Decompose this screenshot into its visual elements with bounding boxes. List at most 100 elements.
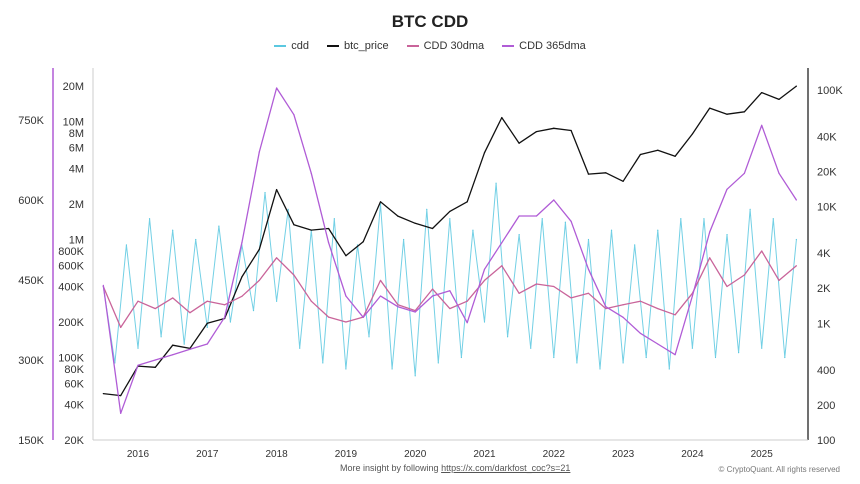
data-point-cdd-30dma xyxy=(431,288,434,290)
data-point-btc-price xyxy=(345,255,347,257)
tick-label-price: 100 xyxy=(817,435,835,447)
data-point-cdd-365dma xyxy=(154,359,156,361)
data-point-btc-price xyxy=(483,152,486,154)
footer-link[interactable]: https://x.com/darkfost_coc?s=21 xyxy=(441,463,571,473)
data-point-cdd-365dma xyxy=(518,215,520,217)
data-point-cdd-365dma xyxy=(362,316,364,318)
legend-item-cdd[interactable]: cdd xyxy=(274,40,309,52)
tick-label-cdd: 10M xyxy=(63,117,84,129)
x-tick-label: 2019 xyxy=(335,449,358,460)
data-point-cdd-30dma xyxy=(639,300,642,302)
data-point-cdd-365dma xyxy=(761,124,763,126)
data-point-cdd xyxy=(437,362,439,364)
data-point-btc-price xyxy=(761,91,763,94)
x-tick-label: 2025 xyxy=(751,449,774,460)
series-line-cdd-365dma xyxy=(102,87,797,414)
data-point-cdd xyxy=(252,309,255,312)
data-point-cdd-365dma xyxy=(431,295,434,297)
data-point-cdd-365dma xyxy=(102,284,104,286)
data-point-btc-price xyxy=(726,113,728,115)
data-point-btc-price xyxy=(241,276,243,278)
legend-item-cdd-365dma[interactable]: CDD 365dma xyxy=(502,40,586,52)
data-point-cdd xyxy=(495,182,497,184)
data-point-cdd xyxy=(576,362,578,364)
data-point-btc-price xyxy=(172,344,174,346)
data-point-cdd-365dma xyxy=(674,354,676,356)
data-point-cdd-365dma xyxy=(345,295,347,297)
data-point-cdd xyxy=(345,368,347,370)
data-point-cdd-30dma xyxy=(206,300,208,302)
series-line-btc-price xyxy=(103,85,797,397)
legend-item-btc-price[interactable]: btc_price xyxy=(326,40,389,52)
x-tick-label: 2023 xyxy=(612,449,635,460)
data-point-cdd-365dma xyxy=(293,114,295,116)
data-point-cdd-30dma xyxy=(137,300,139,302)
data-point-cdd-30dma xyxy=(154,307,156,310)
data-point-cdd xyxy=(172,229,174,231)
data-point-cdd-30dma xyxy=(466,300,468,302)
data-point-cdd xyxy=(333,218,335,220)
tick-label-price: 400 xyxy=(817,365,835,377)
data-point-btc-price xyxy=(362,241,364,243)
data-point-cdd-30dma xyxy=(120,326,122,328)
data-point-btc-price xyxy=(327,227,330,230)
data-point-btc-price xyxy=(397,215,399,217)
legend-item-cdd-30dma[interactable]: CDD 30dma xyxy=(406,40,484,52)
data-point-cdd-30dma xyxy=(449,307,451,310)
data-point-cdd-30dma xyxy=(587,292,590,294)
data-point-cdd-365dma xyxy=(553,199,555,201)
data-point-cdd xyxy=(507,336,509,338)
data-point-cdd xyxy=(587,238,590,241)
data-point-cdd xyxy=(322,362,324,364)
data-point-cdd-365dma xyxy=(535,215,538,217)
tick-label-cdd: 6M xyxy=(69,143,84,155)
data-point-cdd xyxy=(784,356,786,359)
data-point-btc-price xyxy=(379,201,382,203)
data-point-cdd-365dma xyxy=(137,364,139,366)
legend: cdd btc_price CDD 30dma CDD 365dma xyxy=(0,40,860,52)
data-point-btc-price xyxy=(570,129,572,132)
data-point-btc-price xyxy=(587,173,590,175)
data-point-btc-price xyxy=(414,222,416,224)
data-point-cdd-365dma xyxy=(310,172,312,174)
x-tick-label: 2016 xyxy=(127,449,150,460)
data-point-cdd xyxy=(264,191,266,194)
x-tick-label: 2017 xyxy=(196,449,219,460)
tick-label-cdd: 20M xyxy=(63,81,84,93)
data-point-cdd xyxy=(691,347,694,349)
data-point-cdd-365dma xyxy=(657,343,659,345)
data-point-btc-price xyxy=(639,153,642,156)
data-point-cdd-30dma xyxy=(518,292,520,294)
x-tick-label: 2020 xyxy=(404,449,427,460)
data-point-cdd-365dma xyxy=(206,343,208,345)
tick-label-price: 1K xyxy=(817,318,831,330)
tick-label-cdd: 80K xyxy=(64,364,84,376)
tick-label-cdd: 2M xyxy=(69,199,84,211)
data-point-cdd-30dma xyxy=(501,265,503,267)
data-point-btc-price xyxy=(622,180,624,182)
tick-label-cdd: 800K xyxy=(58,246,84,258)
data-point-cdd xyxy=(276,300,278,302)
legend-swatch xyxy=(406,45,419,47)
data-point-cdd-365dma xyxy=(795,199,797,201)
tick-label-365dma: 600K xyxy=(18,195,44,207)
data-point-cdd xyxy=(599,368,601,370)
data-point-cdd-30dma xyxy=(605,307,607,310)
data-point-cdd xyxy=(114,362,116,364)
data-point-cdd-365dma xyxy=(622,316,624,318)
data-point-cdd xyxy=(125,244,128,246)
footer-note: More insight by following https://x.com/… xyxy=(340,463,570,473)
data-point-cdd xyxy=(622,362,624,364)
tick-label-cdd: 200K xyxy=(58,317,84,329)
tick-label-price: 100K xyxy=(817,85,843,97)
data-point-cdd-365dma xyxy=(466,322,468,324)
data-point-cdd xyxy=(668,368,670,370)
data-point-cdd xyxy=(726,234,728,236)
data-point-btc-price xyxy=(535,130,538,133)
data-point-cdd-365dma xyxy=(379,295,382,297)
data-point-cdd xyxy=(414,375,416,377)
data-point-cdd xyxy=(460,356,462,359)
data-point-cdd-30dma xyxy=(310,300,312,302)
data-point-cdd xyxy=(403,238,405,241)
